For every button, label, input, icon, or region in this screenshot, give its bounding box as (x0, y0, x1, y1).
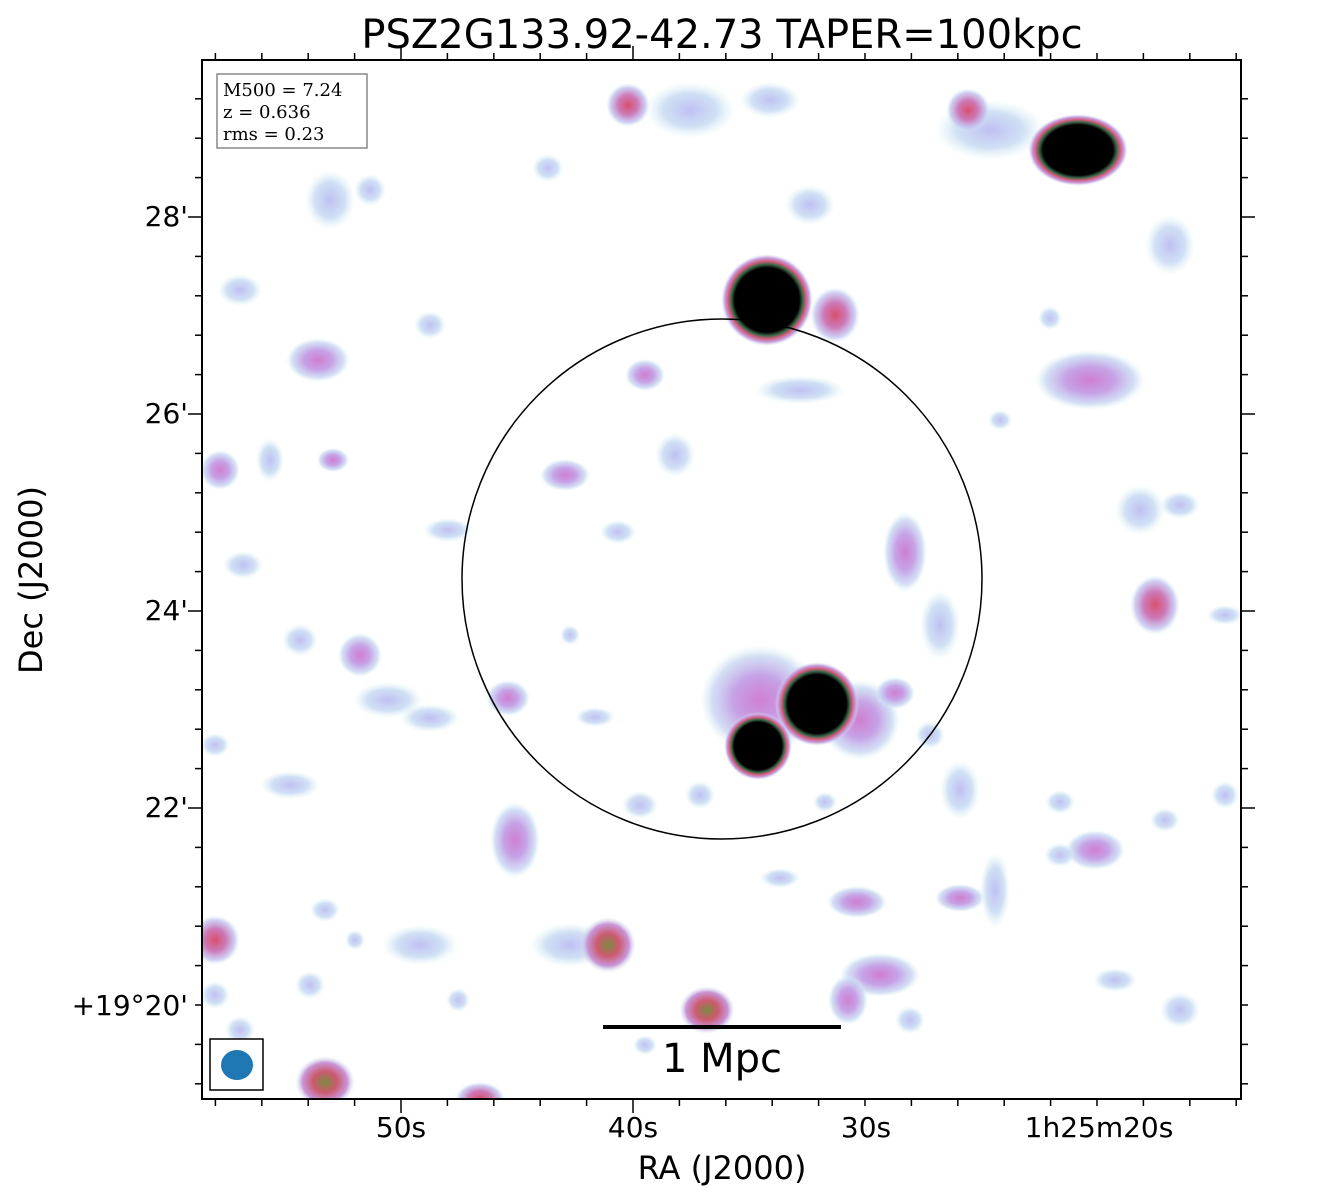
x-tick-label: 30s (841, 1111, 891, 1144)
compact-sources (295, 83, 1128, 1099)
x-tick-label: 1h25m20s (1025, 1111, 1174, 1144)
scale-bar: 1 Mpc (603, 1025, 841, 1082)
axis-ticks (188, 46, 1255, 1113)
plot-frame (201, 59, 1242, 1100)
r500-circle (461, 318, 983, 840)
diffuse-emission (202, 82, 1241, 1055)
info-box: M500 = 7.24 z = 0.636 rms = 0.23 (216, 73, 368, 149)
x-tick-label: 40s (608, 1111, 658, 1144)
y-tick-label: 22' (145, 791, 188, 824)
figure-title: PSZ2G133.92-42.73 TAPER=100kpc (361, 12, 1082, 58)
y-tick-label: 26' (145, 397, 188, 430)
radio-image (202, 60, 1241, 1099)
info-m500: M500 = 7.24 (223, 80, 342, 101)
y-tick-label: +19°20' (72, 989, 188, 1022)
scale-bar-label: 1 Mpc (662, 1036, 782, 1082)
x-tick-label: 50s (376, 1111, 426, 1144)
y-tick-label: 24' (145, 594, 188, 627)
beam-ellipse-icon (221, 1050, 253, 1080)
info-rms: rms = 0.23 (223, 124, 325, 145)
beam-box (209, 1038, 264, 1091)
info-redshift: z = 0.636 (223, 102, 311, 123)
y-tick-label: 28' (145, 200, 188, 233)
x-axis-label: RA (J2000) (638, 1149, 807, 1187)
y-axis-label: Dec (J2000) (12, 486, 50, 674)
